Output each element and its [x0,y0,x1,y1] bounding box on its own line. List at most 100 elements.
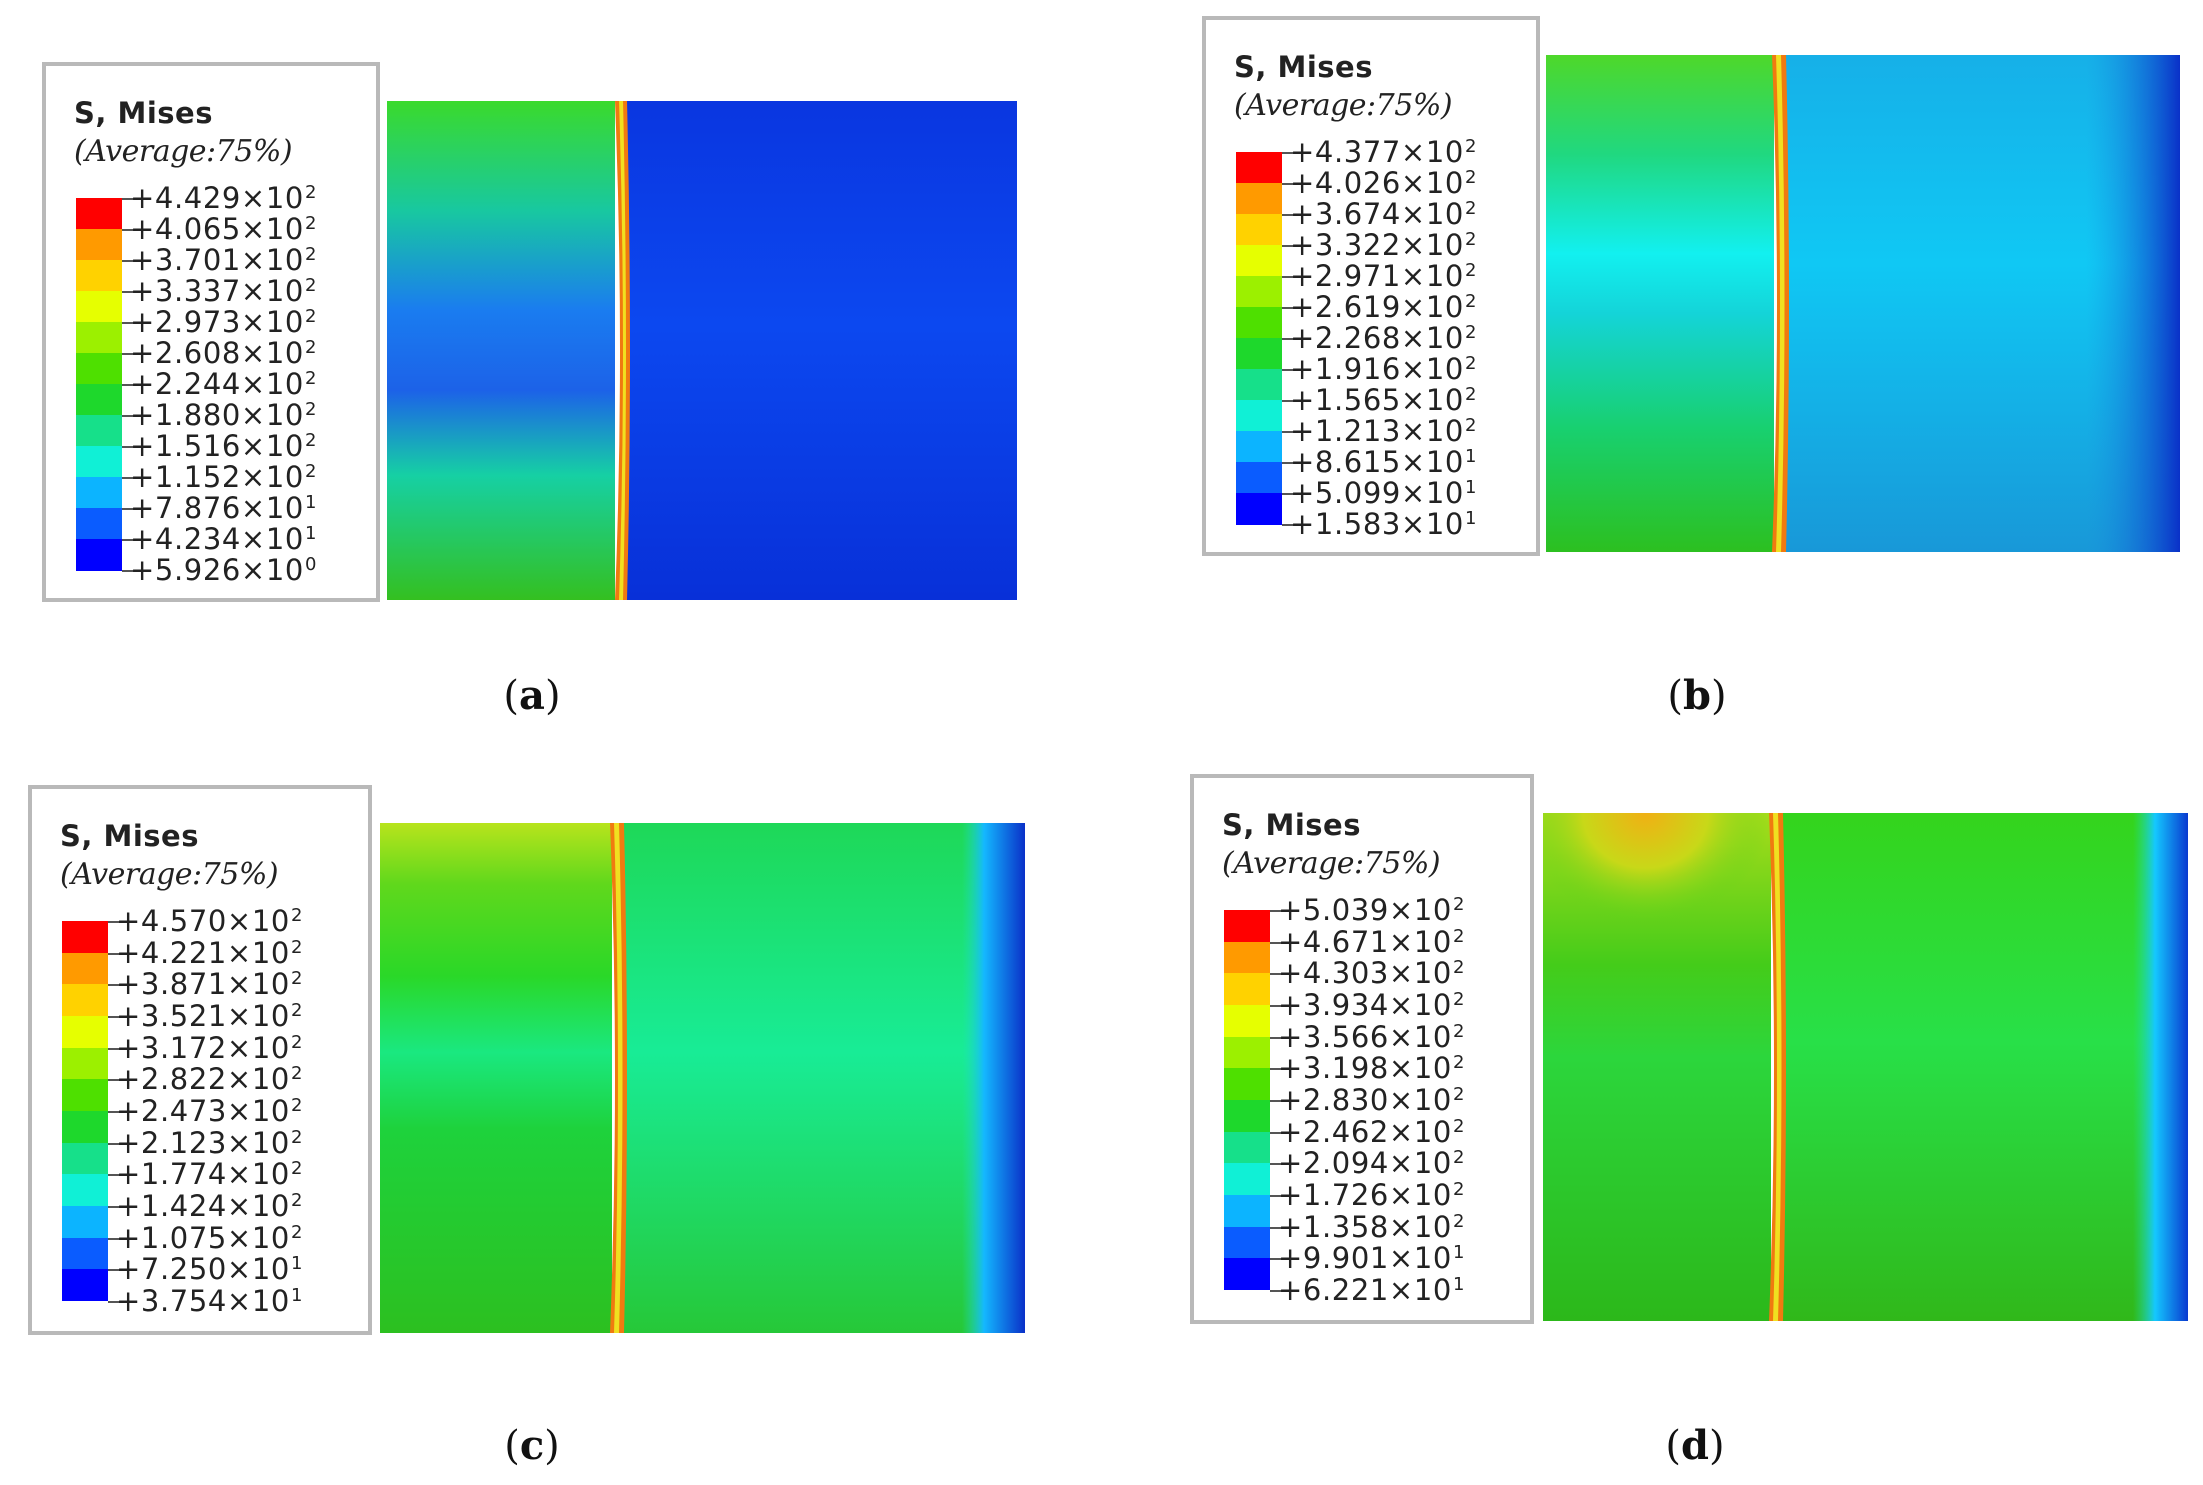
colorbar-tick-label: +1.726×102 [1278,1181,1465,1210]
colorbar-tick [122,508,138,510]
tick-exponent: 1 [1452,1274,1465,1295]
tick-mantissa: +1.152 [130,460,241,494]
tick-exponent: 2 [304,399,317,420]
colorbar-tick-label: +4.570×102 [116,907,303,936]
colorbar-segment [62,984,108,1017]
tick-exponent: 2 [304,461,317,482]
tick-mantissa: +2.973 [130,305,241,339]
tick-multiplier: ×10 [226,1094,290,1128]
tick-mantissa: +1.583 [1290,507,1401,541]
tick-multiplier: ×10 [1388,1083,1452,1117]
tick-multiplier: ×10 [226,1157,290,1192]
colorbar-tick-label: +4.026×102 [1290,169,1477,198]
colorbar-tick-label: +7.876×101 [130,494,317,523]
tick-multiplier: ×10 [226,1125,290,1160]
tick-multiplier: ×10 [1400,259,1464,293]
colorbar-tick-label: +4.429×102 [130,184,317,213]
tick-mantissa: +5.099 [1290,476,1401,510]
colorbar-tick-label: +2.123×102 [116,1125,303,1160]
tick-multiplier: ×10 [240,274,304,308]
tick-exponent: 2 [304,244,317,265]
caption-c: (c) [504,1422,560,1469]
tick-multiplier: ×10 [240,336,304,370]
colorbar-tick-label: +2.094×102 [1278,1149,1465,1178]
colorbar-segment [1224,1163,1270,1196]
colorbar-tick [1270,1100,1286,1102]
colorbar-segment [62,1174,108,1207]
tick-mantissa: +3.701 [130,243,241,277]
tick-multiplier: ×10 [240,367,304,401]
colorbar-segment [76,260,122,292]
tick-mantissa: +2.608 [130,336,241,370]
colorbar-tick [108,1301,124,1303]
tick-exponent: 2 [304,306,317,327]
colorbar-segment [1236,369,1282,401]
colorbar-tick-label: +4.303×102 [1278,959,1465,988]
colorbar-tick [1282,214,1298,216]
colorbar-segment [1224,1226,1270,1259]
tick-multiplier: ×10 [240,181,304,215]
colorbar-tick [122,384,138,386]
tick-multiplier: ×10 [1388,1273,1452,1307]
colorbar-tick-label: +3.674×102 [1290,200,1477,229]
colorbar-tick [1270,941,1286,944]
tick-multiplier: ×10 [240,522,304,556]
tick-mantissa: +3.754 [116,1284,227,1318]
colorbar-tick [108,1047,124,1050]
colorbar-tick [1282,276,1298,278]
colorbar-segment [76,229,122,261]
colorbar-tick [122,415,138,417]
tick-exponent: 2 [290,1190,303,1211]
tick-mantissa: +1.075 [116,1220,227,1255]
colorbar-tick [108,952,124,955]
tick-mantissa: +3.674 [1290,197,1401,231]
colorbar-tick-label: +1.152×102 [130,463,317,492]
legend-a: S, Mises (Average:75%) +4.429×102 +4.065×… [42,62,380,602]
tick-exponent: 2 [290,936,303,958]
colorbar-tick [1270,1290,1286,1292]
tick-multiplier: ×10 [1388,1178,1452,1212]
tick-exponent: 2 [1452,1115,1465,1137]
tick-exponent: 2 [1452,1052,1465,1074]
colorbar-segment [62,1142,108,1175]
caption-d: (d) [1665,1422,1725,1469]
tick-mantissa: +9.901 [1278,1241,1389,1276]
tick-exponent: 2 [290,1095,303,1116]
colorbar-tick-label: +3.701×102 [130,246,317,275]
colorbar-segment [62,1047,108,1080]
tick-exponent: 0 [304,554,317,575]
colorbar-segment [76,384,122,416]
tick-exponent: 2 [304,213,317,234]
colorbar-segment [1236,431,1282,463]
colorbar-tick-label: +2.830×102 [1278,1086,1465,1115]
colorbar-segment [1224,1068,1270,1101]
tick-exponent: 2 [290,968,303,990]
colorbar-segment [62,1111,108,1144]
stress-field-d [1543,813,2188,1321]
tick-exponent: 1 [304,523,317,544]
colorbar [62,921,124,1303]
colorbar-segment [76,198,122,230]
colorbar [1224,910,1286,1292]
tick-multiplier: ×10 [240,243,304,277]
colorbar-tick [1282,493,1298,495]
colorbar-segment [1224,1131,1270,1164]
colorbar-tick [1282,245,1298,247]
tick-exponent: 2 [304,337,317,358]
colorbar-segment [76,477,122,509]
tick-mantissa: +3.934 [1278,988,1389,1022]
colorbar-segment [62,1269,108,1302]
tick-exponent: 2 [1464,136,1477,157]
colorbar-segment [1236,276,1282,308]
tick-mantissa: +3.521 [116,999,227,1033]
tick-exponent: 2 [1452,957,1465,979]
legend-c: S, Mises (Average:75%) +4.570×102 +4.221×… [28,785,372,1335]
tick-multiplier: ×10 [240,491,304,525]
colorbar-tick-label: +9.901×101 [1278,1244,1465,1273]
tick-exponent: 2 [304,430,317,451]
colorbar-tick [122,570,138,572]
colorbar-tick [1270,1163,1286,1166]
tick-mantissa: +4.234 [130,522,241,556]
colorbar-segment [1224,1100,1270,1133]
colorbar-segment [76,353,122,385]
